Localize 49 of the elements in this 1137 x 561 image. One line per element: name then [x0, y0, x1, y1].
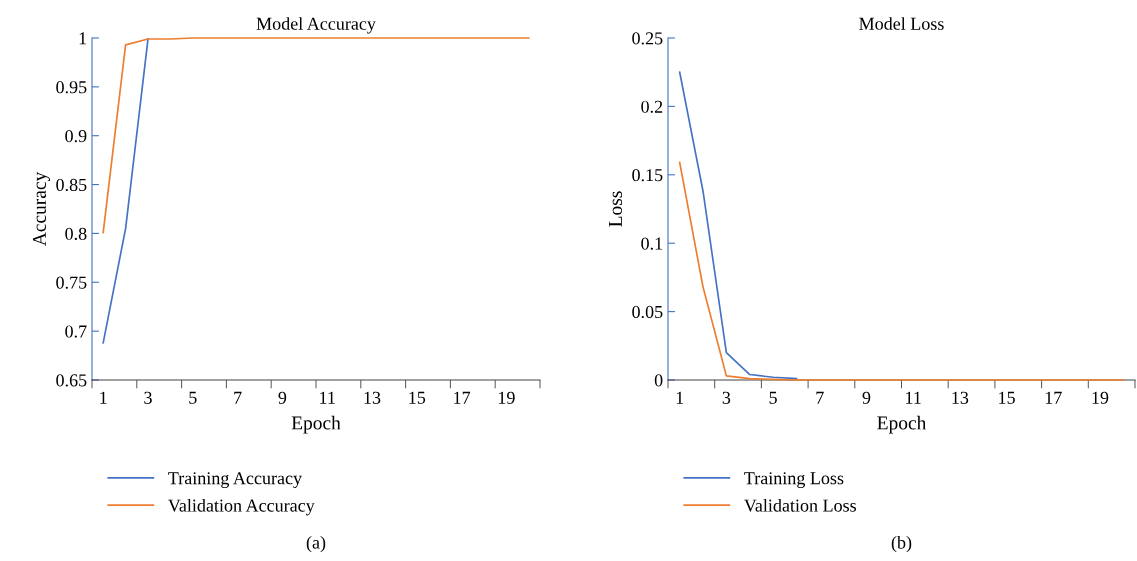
y-tick-label: 0.75 [56, 276, 87, 289]
x-tick-label: 5 [769, 391, 777, 404]
y-tick-label: 0.1 [641, 237, 663, 250]
line-series [678, 71, 798, 380]
x-tick-label: 11 [320, 391, 335, 404]
line-series [102, 37, 530, 234]
x-tick-label: 17 [1045, 391, 1062, 404]
x-tick-label: 7 [816, 391, 824, 404]
x-tick-label: 19 [498, 391, 515, 404]
x-tick-label: 9 [278, 391, 287, 404]
x-axis-title: Epoch [291, 415, 341, 434]
legend-label: Training Loss [744, 472, 844, 489]
x-tick-label: 15 [999, 391, 1015, 404]
line-series [678, 161, 1125, 381]
y-tick-label: 0.95 [56, 81, 87, 94]
legend-label: Validation Accuracy [168, 498, 315, 516]
y-tick-label: 0.65 [56, 374, 87, 387]
y-axis-title: Accuracy [32, 171, 50, 247]
y-tick-label: 0.15 [632, 169, 663, 182]
y-tick-label: 0.25 [632, 32, 663, 45]
x-tick-label: 1 [100, 391, 107, 404]
text: (b) [891, 535, 912, 553]
chart-title: Model Loss [859, 17, 944, 30]
y-tick-label: 0.85 [56, 178, 87, 192]
legend-label: Training Accuracy [168, 472, 302, 489]
y-tick-label: 0.2 [641, 100, 663, 113]
y-tick-label: 0.05 [632, 305, 663, 319]
y-tick-label: 1 [79, 32, 87, 45]
y-tick-label: 0.9 [65, 129, 87, 143]
y-axis-title: Loss [609, 191, 623, 227]
x-tick-label: 7 [234, 391, 242, 404]
x-tick-label: 15 [409, 391, 426, 404]
x-tick-label: 3 [144, 391, 152, 404]
x-tick-label: 1 [676, 391, 684, 404]
x-axis-title: Epoch [877, 415, 927, 434]
y-tick-label: 0 [654, 374, 663, 387]
x-tick-label: 19 [1092, 391, 1109, 404]
y-tick-label: 0.7 [65, 325, 87, 338]
x-tick-label: 13 [364, 391, 381, 404]
x-tick-label: 9 [862, 391, 871, 404]
y-tick-label: 0.8 [65, 227, 87, 240]
x-tick-label: 11 [906, 391, 921, 404]
x-tick-label: 17 [454, 391, 471, 404]
legend-label: Validation Loss [744, 498, 857, 512]
text: (a) [306, 535, 326, 553]
chart-title: Model Accuracy [256, 17, 376, 34]
x-tick-label: 3 [722, 391, 731, 404]
x-tick-label: 13 [952, 391, 969, 404]
x-tick-label: 5 [189, 391, 197, 404]
